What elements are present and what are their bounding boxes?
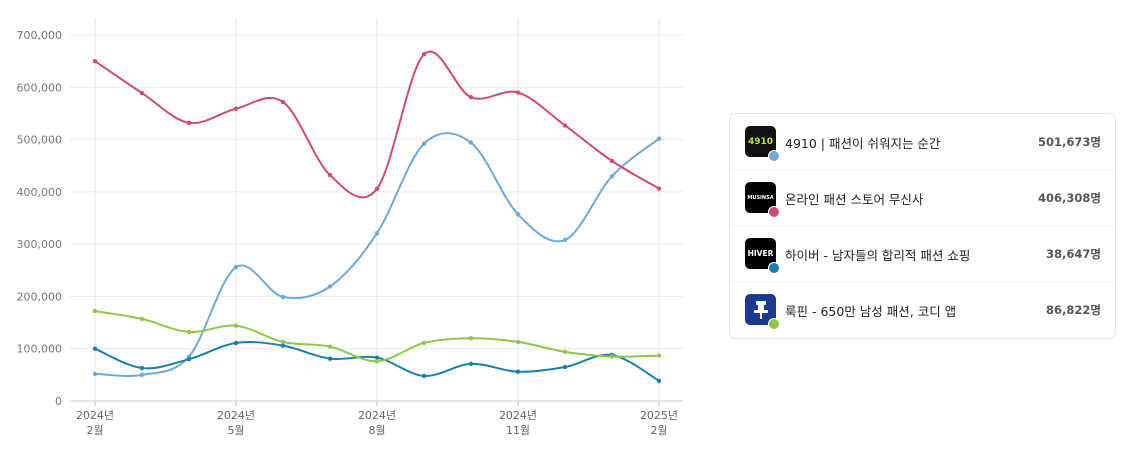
y-tick-label: 300,000 [17, 238, 63, 251]
data-point[interactable] [374, 359, 380, 364]
x-tick-label-year: 2024년 [217, 409, 255, 422]
y-tick-label: 700,000 [17, 29, 63, 42]
data-point[interactable] [421, 52, 427, 57]
legend-item-musinsa[interactable]: MUSINSA 온라인 패션 스토어 무신사 406,308명 [730, 170, 1115, 226]
data-point[interactable] [92, 371, 98, 377]
data-point[interactable] [92, 58, 98, 64]
x-tick-label-year: 2024년 [76, 409, 114, 422]
legend-item-value: 86,822명 [1046, 303, 1101, 317]
legend-item-name: 하이버 - 남자들의 합리적 패션 쇼핑 [785, 248, 971, 263]
legend-item-4910[interactable]: 4910 4910 | 패션이 쉬워지는 순간 501,673명 [730, 114, 1115, 170]
x-tick-label-year: 2024년 [499, 409, 537, 422]
legend-color-dot [768, 318, 780, 330]
data-point[interactable] [327, 356, 333, 361]
y-tick-label: 600,000 [17, 81, 63, 94]
y-tick-label: 400,000 [17, 186, 63, 199]
data-point[interactable] [562, 237, 568, 243]
data-point[interactable] [233, 106, 239, 111]
legend-item-value: 501,673명 [1038, 135, 1101, 149]
legend-item-name: 4910 | 패션이 쉬워지는 순간 [785, 136, 941, 151]
data-point[interactable] [374, 230, 380, 236]
data-point[interactable] [233, 264, 239, 270]
data-point[interactable] [139, 365, 145, 371]
legend-item-value: 406,308명 [1038, 191, 1101, 205]
legend-item-hiver[interactable]: HIVER 하이버 - 남자들의 합리적 패션 쇼핑 38,647명 [730, 226, 1115, 282]
data-point[interactable] [139, 372, 145, 378]
y-tick-label: 200,000 [17, 290, 63, 303]
data-point[interactable] [280, 339, 286, 345]
data-point[interactable] [562, 123, 568, 128]
y-tick-label: 0 [55, 395, 62, 408]
legend-item-lookpin[interactable]: 룩핀 - 650만 남성 패션, 코디 앱 86,822명 [730, 282, 1115, 338]
data-point[interactable] [280, 99, 286, 105]
data-point[interactable] [656, 378, 662, 383]
hiver-icon-text: HIVER [747, 249, 774, 258]
data-point[interactable] [421, 340, 427, 346]
series-0 [92, 132, 662, 378]
chart-grid [70, 18, 683, 402]
4910-icon-text: 4910 [747, 136, 774, 147]
data-point[interactable] [656, 136, 662, 141]
y-tick-label: 500,000 [17, 134, 63, 147]
x-tick-label-month: 2월 [86, 424, 103, 437]
data-point[interactable] [515, 90, 521, 95]
data-point[interactable] [468, 361, 474, 367]
data-point[interactable] [562, 364, 568, 370]
x-tick-label-month: 5월 [227, 424, 244, 437]
data-point[interactable] [327, 172, 333, 178]
legend-color-dot [768, 262, 780, 274]
data-point[interactable] [327, 284, 333, 289]
legend-color-dot [768, 150, 780, 162]
data-point[interactable] [421, 373, 427, 379]
line-chart: 0 100,000 200,000 300,000 400,000 500,000 600,… [17, 18, 683, 437]
data-point[interactable] [609, 173, 615, 179]
x-tick-label-year: 2025년 [640, 409, 678, 422]
data-point[interactable] [280, 343, 286, 348]
series-1 [92, 50, 662, 199]
legend-panel: 4910 4910 | 패션이 쉬워지는 순간 501,673명 MUSINSA… [729, 113, 1116, 339]
data-point[interactable] [609, 354, 615, 359]
data-point[interactable] [374, 186, 380, 191]
x-tick-label-month: 2월 [650, 424, 667, 437]
data-point[interactable] [327, 344, 333, 349]
data-point[interactable] [515, 212, 521, 217]
series-3 [92, 308, 662, 364]
x-tick-label-year: 2024년 [358, 409, 396, 422]
x-axis: 2024년 2월 2024년 5월 2024년 8월 2024년 11월 2025년 2월 [76, 401, 678, 437]
data-point[interactable] [92, 308, 98, 314]
data-point[interactable] [374, 355, 380, 360]
data-point[interactable] [515, 339, 521, 345]
chart-series [92, 50, 662, 383]
y-tick-label: 100,000 [17, 343, 63, 356]
data-point[interactable] [562, 349, 568, 355]
data-point[interactable] [468, 95, 474, 100]
y-axis: 0 100,000 200,000 300,000 400,000 500,000 600,… [17, 29, 63, 408]
legend-item-name: 룩핀 - 650만 남성 패션, 코디 앱 [785, 304, 957, 319]
data-point[interactable] [139, 90, 145, 96]
data-point[interactable] [515, 369, 521, 374]
data-point[interactable] [186, 329, 192, 335]
data-point[interactable] [656, 186, 662, 191]
data-point[interactable] [468, 336, 474, 341]
legend-item-name: 온라인 패션 스토어 무신사 [785, 192, 924, 207]
data-point[interactable] [609, 158, 615, 164]
data-point[interactable] [186, 356, 192, 362]
legend-color-dot [768, 206, 780, 218]
series-line [94, 50, 660, 199]
data-point[interactable] [468, 140, 474, 145]
data-point[interactable] [92, 346, 98, 351]
x-tick-label-month: 8월 [368, 424, 385, 437]
pin-icon [753, 300, 768, 319]
data-point[interactable] [233, 340, 239, 346]
data-point[interactable] [139, 316, 145, 322]
data-point[interactable] [421, 141, 427, 146]
data-point[interactable] [656, 353, 662, 358]
data-point[interactable] [233, 323, 239, 328]
legend-item-value: 38,647명 [1046, 247, 1101, 261]
musinsa-icon-text: MUSINSA [747, 194, 774, 201]
data-point[interactable] [280, 294, 286, 300]
data-point[interactable] [186, 120, 192, 126]
x-tick-label-month: 11월 [506, 424, 530, 437]
